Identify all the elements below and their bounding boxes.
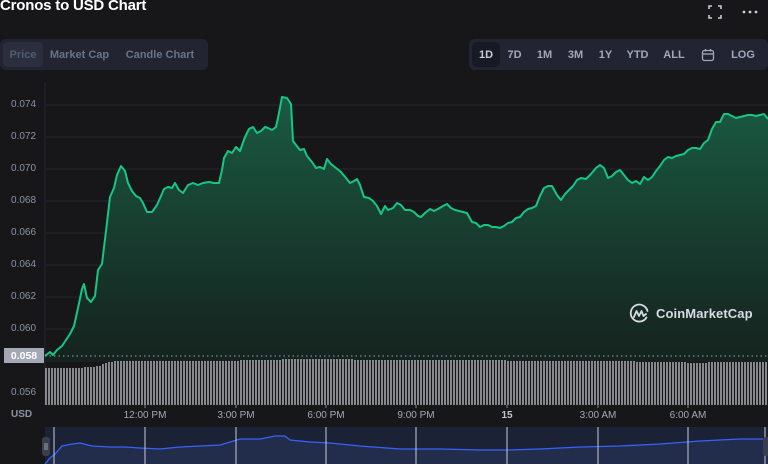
- volume-bars: [45, 359, 768, 405]
- tab-1y[interactable]: 1Y: [598, 48, 613, 61]
- y-tick-label: 0.074: [11, 99, 37, 110]
- fullscreen-icon: [708, 5, 722, 19]
- tab-1m[interactable]: 1M: [536, 48, 553, 61]
- more-horizontal-icon: [742, 10, 758, 14]
- x-tick-label: 9:00 PM: [397, 410, 435, 421]
- page-title: Cronos to USD Chart: [0, 0, 147, 14]
- tab-all[interactable]: ALL: [663, 48, 685, 61]
- tab-7d[interactable]: 7D: [507, 48, 522, 61]
- x-tick-label: 6:00 AM: [669, 410, 707, 421]
- calendar-icon: [701, 48, 715, 61]
- navigator-left-handle[interactable]: [42, 437, 50, 456]
- tab-market-cap[interactable]: Market Cap: [49, 48, 110, 61]
- tab-price[interactable]: Price: [3, 42, 43, 67]
- x-tick-label: 3:00 PM: [217, 410, 255, 421]
- tab-ytd[interactable]: YTD: [626, 48, 649, 61]
- navigator-right-handle[interactable]: [763, 437, 768, 456]
- y-tick-label: 0.066: [11, 227, 37, 238]
- x-tick-label: 15: [501, 410, 513, 421]
- tab-candle-chart[interactable]: Candle Chart: [125, 48, 195, 61]
- y-tick-label: 0.072: [11, 131, 37, 142]
- more-options-button[interactable]: [741, 4, 759, 20]
- y-tick-label: 0.070: [11, 163, 37, 174]
- chart-type-tabs: Price Market Cap Candle Chart: [0, 39, 208, 70]
- coinmarketcap-watermark: CoinMarketCap: [629, 303, 753, 324]
- x-axis-ticks: [144, 405, 689, 408]
- time-range-tabs: 1D 7D 1M 3M 1Y YTD ALL LOG: [469, 39, 768, 70]
- tab-log[interactable]: LOG: [731, 48, 755, 61]
- x-tick-label: 3:00 AM: [579, 410, 617, 421]
- calendar-button[interactable]: [693, 42, 723, 67]
- current-price-badge: 0.058: [4, 348, 44, 363]
- x-tick-label: 6:00 PM: [307, 410, 345, 421]
- y-tick-label: 0.060: [11, 323, 37, 334]
- price-line: [44, 96, 768, 357]
- currency-label: USD: [11, 409, 33, 420]
- price-area: [45, 97, 768, 362]
- range-navigator[interactable]: [44, 427, 768, 464]
- y-tick-label: 0.062: [11, 291, 37, 302]
- tab-3m[interactable]: 3M: [567, 48, 584, 61]
- x-tick-label: 12:00 PM: [123, 410, 167, 421]
- y-tick-label: 0.056: [11, 387, 37, 398]
- fullscreen-button[interactable]: [706, 4, 724, 20]
- y-tick-label: 0.068: [11, 195, 37, 206]
- coinmarketcap-logo-icon: [629, 303, 649, 323]
- drag-handle-icon: [44, 443, 48, 450]
- y-tick-label: 0.064: [11, 259, 37, 270]
- watermark-text: CoinMarketCap: [656, 306, 753, 321]
- tab-1d[interactable]: 1D: [472, 42, 500, 67]
